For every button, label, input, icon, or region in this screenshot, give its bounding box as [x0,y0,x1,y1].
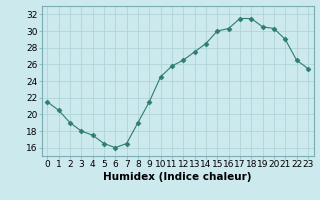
X-axis label: Humidex (Indice chaleur): Humidex (Indice chaleur) [103,172,252,182]
